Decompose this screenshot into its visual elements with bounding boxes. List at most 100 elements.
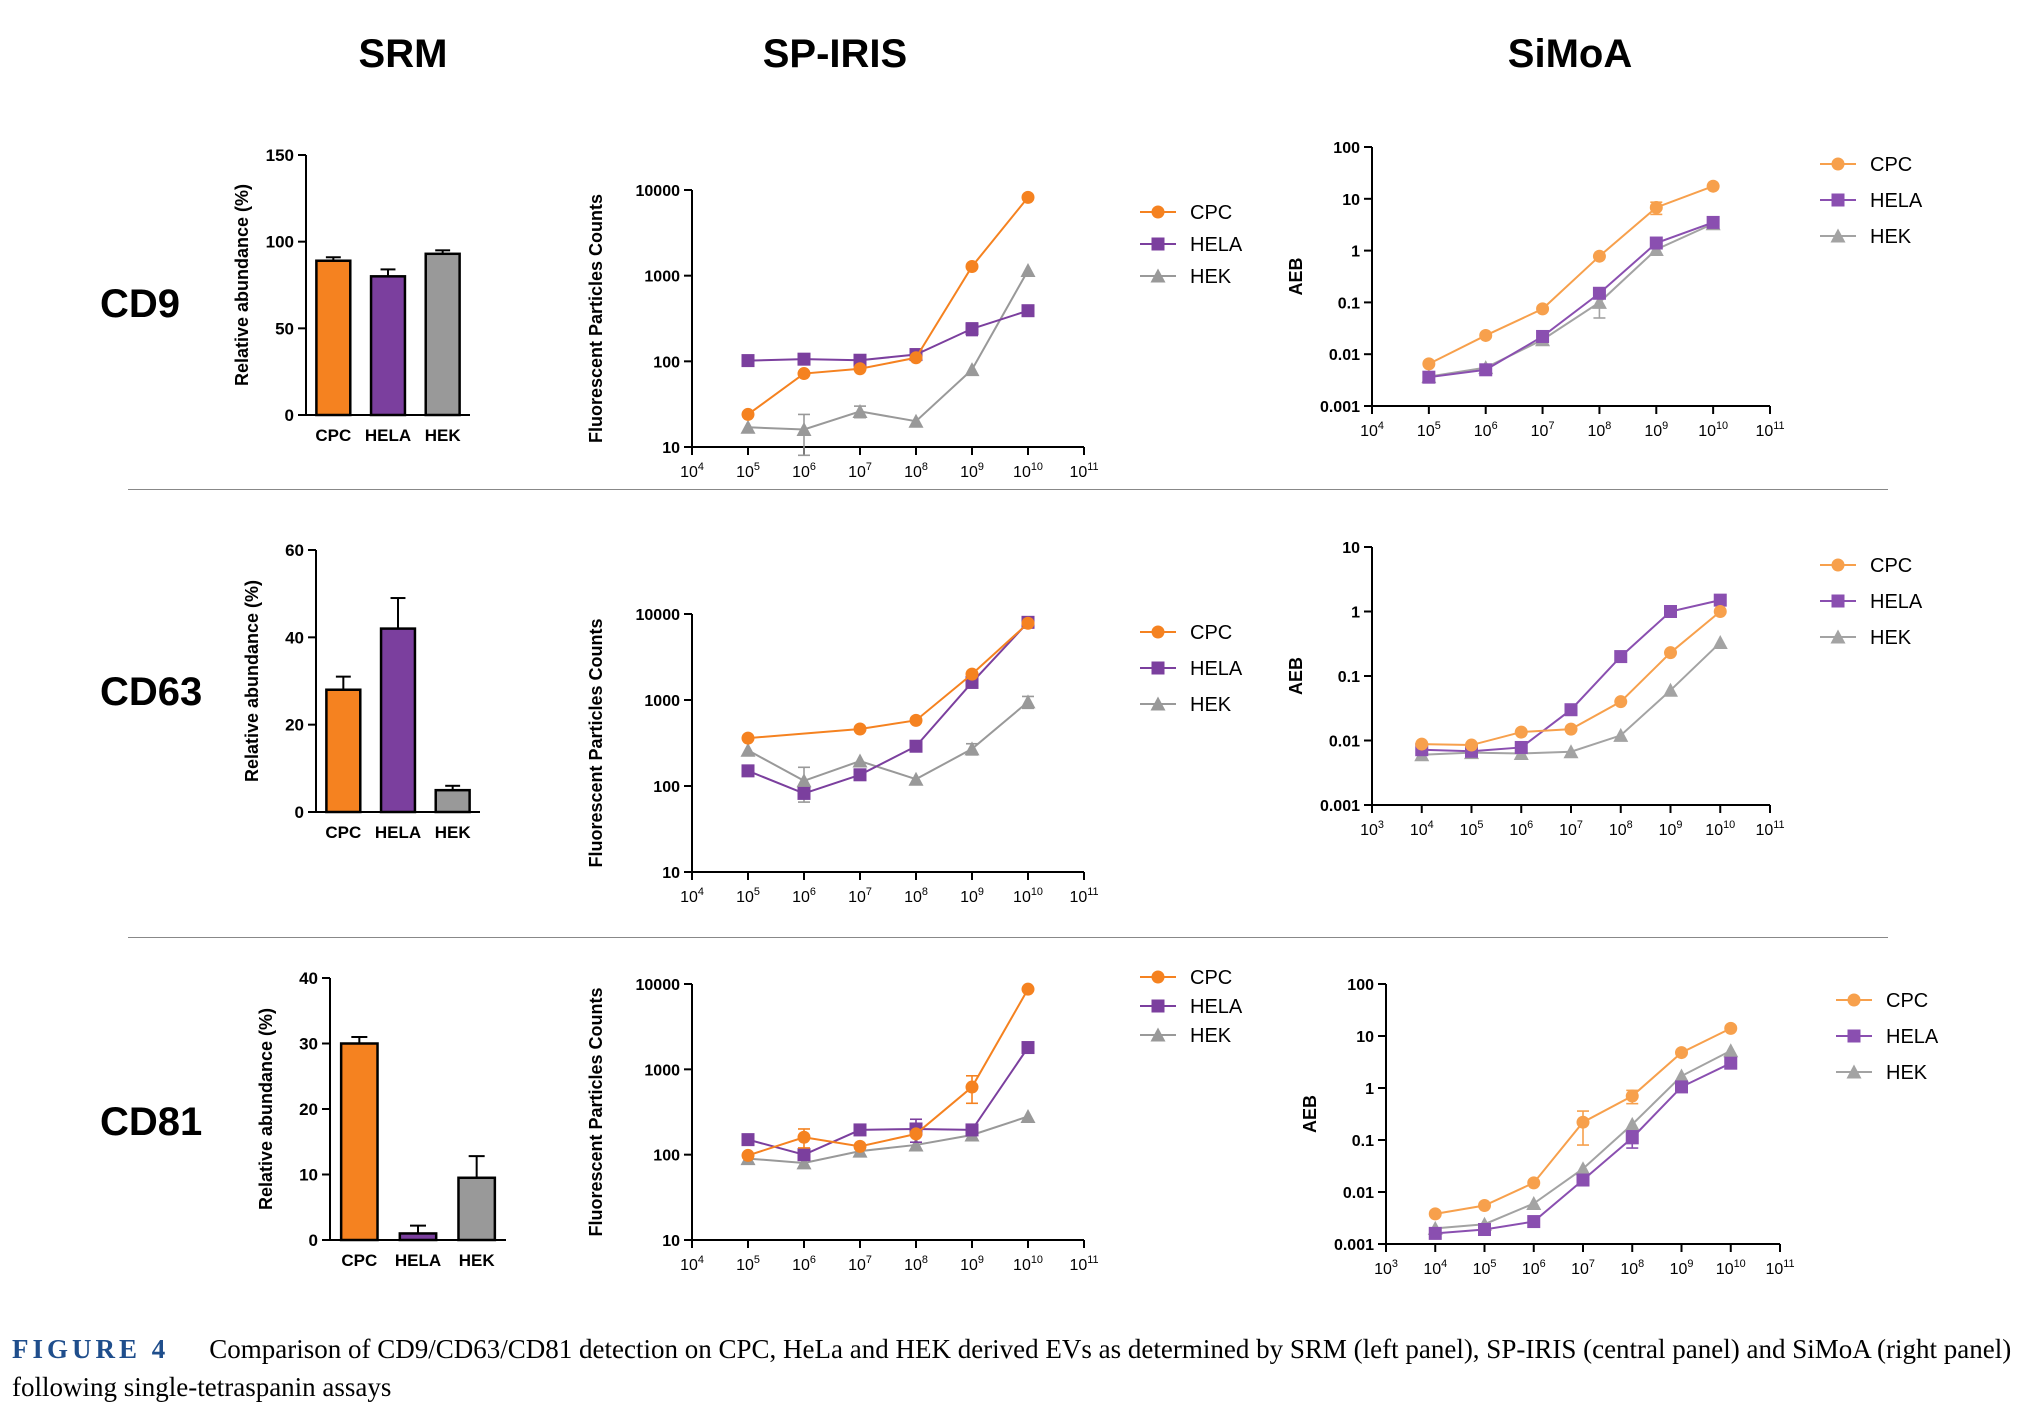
y-tick-label: 10 [1356, 1029, 1374, 1046]
x-tick-label: 1011 [1765, 1258, 1794, 1278]
data-point-cpc [1614, 695, 1628, 709]
x-tick-label: 108 [1587, 420, 1611, 440]
bar-cpc [325, 688, 362, 814]
x-tick-label: 1010 [1013, 1254, 1043, 1274]
data-point-hek [1674, 1068, 1689, 1083]
data-point-cpc [1664, 646, 1677, 660]
x-tick-label: 108 [904, 1254, 928, 1274]
y-axis-label: Relative abundance (%) [232, 184, 252, 386]
iris-cd81-chart [684, 970, 1176, 1248]
srm-cd63-chart [308, 549, 480, 814]
y-tick-label: 10 [1342, 192, 1360, 209]
header-srm: SRM [358, 32, 448, 76]
y-tick-label: 1 [1351, 244, 1360, 261]
data-point-hek [796, 773, 812, 788]
data-point-hela [1713, 593, 1727, 607]
figure-label: FIGURE 4 [12, 1334, 170, 1364]
x-tick-label: 1010 [1013, 461, 1043, 481]
legend-label-hela: HELA [1190, 234, 1243, 256]
data-point-cpc [741, 1148, 755, 1162]
x-tick-label: 104 [680, 461, 704, 481]
data-point-cpc [1576, 1115, 1590, 1129]
y-tick-label: 0.001 [1320, 399, 1360, 416]
y-tick-label: 150 [266, 146, 294, 165]
x-tick-label: 104 [680, 886, 704, 906]
simoa-cd81-chart [1378, 983, 1872, 1252]
x-tick-label: HEK [425, 426, 462, 445]
data-point-hela [1614, 650, 1628, 664]
x-tick-label: 104 [1410, 819, 1434, 839]
data-point-cpc [1592, 249, 1606, 263]
y-tick-label: 10 [662, 865, 680, 882]
x-tick-label: 106 [792, 461, 816, 481]
data-point-hela [853, 768, 867, 782]
data-point-hek [1563, 744, 1579, 759]
y-tick-label: 1000 [644, 1062, 680, 1079]
data-point-cpc [1479, 328, 1493, 342]
legend-marker-hela [1151, 661, 1165, 675]
legend-marker-hek [1150, 268, 1166, 283]
data-point-cpc [797, 1130, 811, 1144]
x-tick-label: 105 [1460, 819, 1484, 839]
x-tick-label: 104 [680, 1254, 704, 1274]
x-tick-label: 109 [960, 461, 984, 481]
data-point-hela [741, 354, 755, 368]
data-point-cpc [1564, 722, 1578, 736]
legend-label-hela: HELA [1870, 591, 1923, 613]
iris-cd9-chart [684, 189, 1176, 457]
x-tick-label: 109 [960, 1254, 984, 1274]
y-tick-label: 100 [653, 354, 680, 371]
series-line-hela [747, 621, 1029, 795]
legend-marker-cpc [1151, 970, 1165, 984]
y-tick-label: 20 [285, 716, 304, 735]
y-tick-label: 10000 [636, 183, 681, 200]
data-point-hek [1624, 1116, 1640, 1131]
data-point-hela [1527, 1215, 1541, 1229]
data-point-cpc [1724, 1021, 1738, 1035]
data-point-hela [1625, 1131, 1639, 1145]
series-line-hek [747, 701, 1029, 782]
data-point-cpc [741, 407, 755, 421]
srm-cd81-chart [322, 977, 506, 1242]
x-tick-label: 109 [1670, 1258, 1694, 1278]
data-point-hela [1664, 605, 1677, 618]
legend-label-hek: HEK [1190, 1025, 1232, 1047]
y-axis-label: Fluorescent Particles Counts [586, 194, 606, 443]
row-label-cd63: CD63 [100, 670, 203, 714]
y-tick-label: 100 [1333, 140, 1360, 157]
data-point-hek [1020, 262, 1036, 277]
x-tick-label: 1011 [1069, 1254, 1098, 1274]
x-tick-label: 104 [1423, 1258, 1447, 1278]
x-tick-label: 1011 [1069, 886, 1098, 906]
x-tick-label: CPC [341, 1251, 377, 1270]
x-tick-label: CPC [315, 426, 351, 445]
row-divider-2 [128, 937, 1888, 938]
data-point-hek [1020, 1109, 1036, 1124]
data-point-hek [1663, 682, 1678, 697]
y-axis-label: Relative abundance (%) [242, 580, 262, 782]
data-point-cpc [1713, 605, 1727, 618]
legend-marker-hek [1150, 696, 1166, 711]
legend-label-hela: HELA [1886, 1026, 1939, 1048]
y-tick-label: 40 [299, 969, 318, 988]
data-point-cpc [741, 731, 755, 745]
legend-marker-cpc [1151, 205, 1165, 219]
data-point-cpc [1021, 982, 1035, 996]
x-tick-label: HEK [459, 1251, 496, 1270]
y-tick-label: 0 [295, 803, 304, 822]
data-point-hela [1021, 304, 1035, 318]
legend-marker-hek [1846, 1064, 1862, 1079]
data-point-hela [797, 352, 811, 366]
data-point-hela [1536, 329, 1550, 343]
bar-hek [457, 1176, 497, 1242]
legend-marker-hek [1150, 1027, 1166, 1042]
y-tick-label: 0.1 [1338, 295, 1360, 312]
data-point-hela [741, 764, 755, 778]
data-point-cpc [909, 1127, 923, 1141]
data-point-cpc [1675, 1046, 1688, 1060]
y-tick-label: 0.1 [1352, 1133, 1374, 1150]
series-line-hek [747, 269, 1029, 431]
data-point-cpc [853, 1139, 867, 1153]
data-point-cpc [965, 667, 979, 681]
